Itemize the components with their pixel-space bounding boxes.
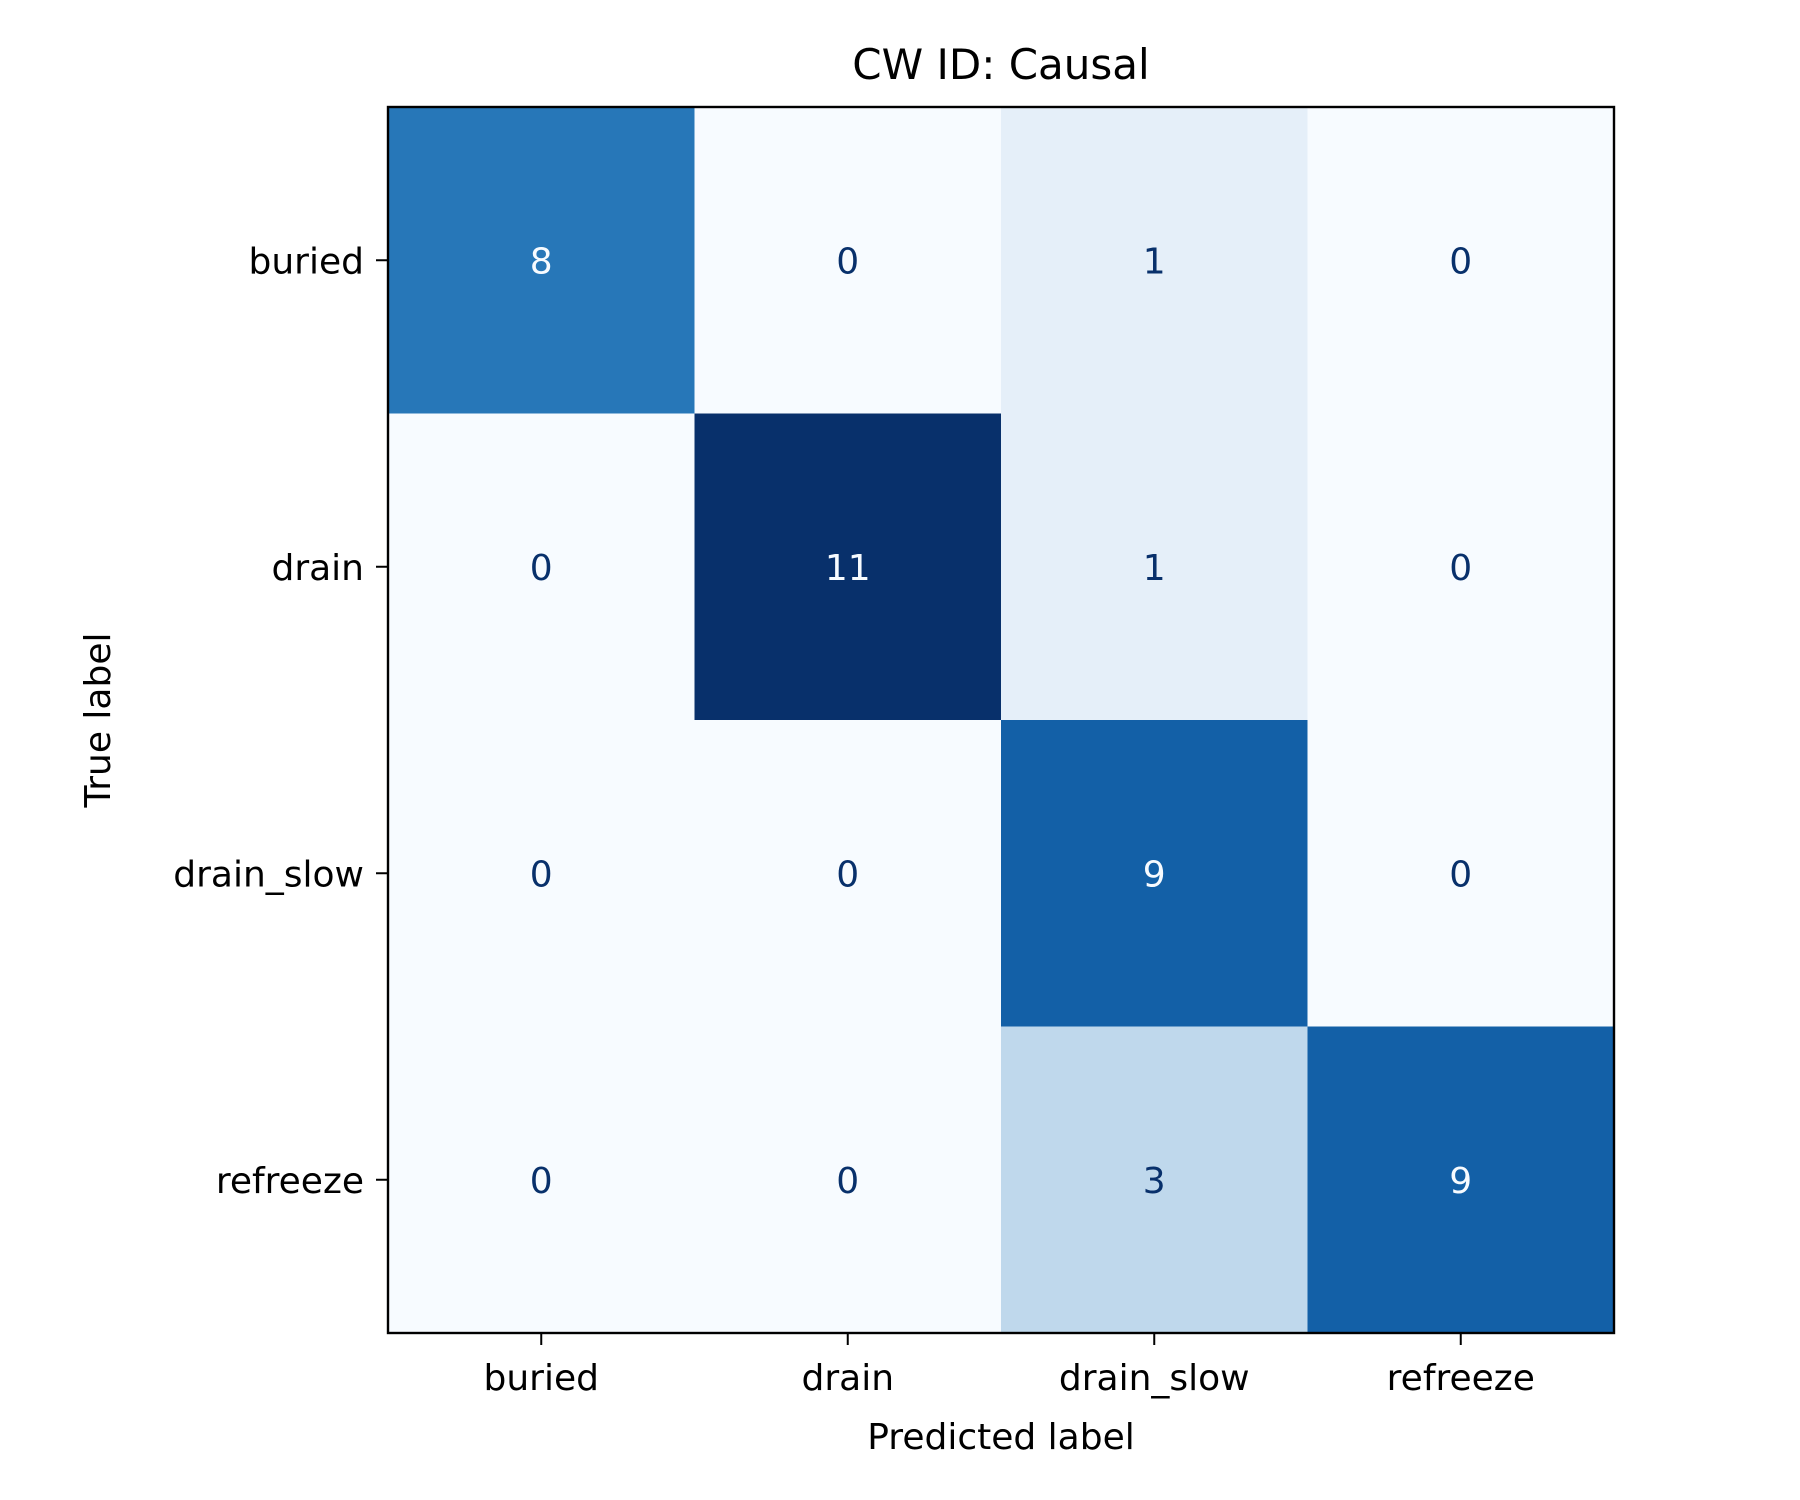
matrix-cell-drain_slow-drain_slow [1001,720,1308,1027]
cell-value-label: 11 [825,548,871,589]
cell-value-label: 0 [836,1161,859,1202]
cell-value-label: 9 [1449,1161,1472,1202]
cell-value-label: 1 [1143,548,1166,589]
matrix-cell-drain_slow-buried [388,720,695,1027]
cell-value-label: 0 [530,854,553,895]
matrix-cell-drain_slow-drain [694,720,1002,1027]
cell-value-label: 3 [1143,1161,1166,1202]
matrix-cell-refreeze-refreeze [1307,1026,1615,1334]
x-tick-label: buried [484,1358,599,1399]
matrix-cell-buried-drain [694,107,1002,414]
cell-value-label: 0 [836,854,859,895]
chart-title: CW ID: Causal [852,40,1149,89]
x-tick-label: drain_slow [1059,1358,1250,1399]
matrix-cell-drain-drain_slow [1001,413,1308,721]
x-axis-label: Predicted label [867,1417,1135,1458]
matrix-cell-refreeze-drain [694,1026,1002,1334]
matrix-cell-refreeze-buried [388,1026,695,1334]
y-tick-label: drain_slow [173,854,364,895]
y-tick-label: buried [249,241,364,282]
cell-value-label: 9 [1143,854,1166,895]
cell-value-label: 0 [1449,548,1472,589]
cell-value-label: 0 [1449,854,1472,895]
matrix-cell-drain-buried [388,413,695,721]
cell-value-label: 1 [1143,241,1166,282]
matrix-cell-buried-refreeze [1307,107,1615,414]
x-tick-label: drain [801,1358,894,1399]
matrix-cell-buried-buried [388,107,695,414]
matrix-cell-buried-drain_slow [1001,107,1308,414]
plot-frame [386,105,1616,1335]
cell-value-label: 0 [530,1161,553,1202]
cell-value-label: 0 [836,241,859,282]
matrix-cell-drain-drain [694,413,1002,721]
y-tick-label: refreeze [216,1161,364,1202]
y-tick-label: drain [271,548,364,589]
cell-value-label: 0 [1449,241,1472,282]
matrix-cell-drain-refreeze [1307,413,1615,721]
cell-value-label: 0 [530,548,553,589]
matrix-cell-refreeze-drain_slow [1001,1026,1308,1334]
x-tick-label: refreeze [1387,1358,1535,1399]
matrix-cell-drain_slow-refreeze [1307,720,1615,1027]
y-axis-label: True label [78,633,119,809]
cell-value-label: 8 [530,241,553,282]
